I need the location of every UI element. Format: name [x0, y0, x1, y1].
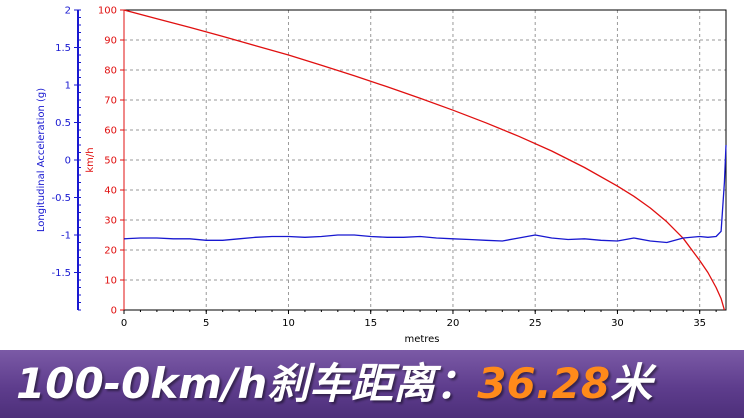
x-axis-label: metres [404, 334, 439, 345]
speed-axis-label: km/h [85, 147, 96, 172]
accel-tick-label: 0.5 [55, 118, 71, 129]
speed-tick-label: 20 [104, 246, 117, 257]
accel-tick-label: -1 [61, 231, 71, 242]
accel-series-line [123, 144, 727, 244]
speed-tick-label: 30 [104, 216, 117, 227]
accel-tick-label: 2 [65, 6, 71, 17]
speed-tick-label: 80 [104, 66, 117, 77]
accel-tick-label: -0.5 [51, 193, 71, 204]
speed-tick-label: 10 [104, 276, 117, 287]
series-group [123, 9, 727, 311]
accel-axis: -1.5 -1 -0.5 0 0.5 1 1.5 2 [51, 6, 81, 311]
x-tick-label: 0 [121, 318, 127, 329]
speed-tick-label: 40 [104, 186, 117, 197]
x-tick-label: 35 [693, 318, 706, 329]
x-tick-label: 20 [447, 318, 460, 329]
banner-unit: 米 [610, 359, 653, 408]
x-tick-label: 25 [529, 318, 542, 329]
accel-tick-label: 0 [65, 156, 71, 167]
x-tick-label: 10 [282, 318, 295, 329]
x-axis: 0 5 10 15 20 25 30 35 [121, 310, 717, 329]
x-tick-label: 15 [364, 318, 377, 329]
speed-tick-label: 70 [104, 96, 117, 107]
banner-value: 36.28 [477, 359, 611, 408]
speed-axis: 0 10 20 30 40 50 60 70 80 90 100 [98, 6, 125, 317]
accel-tick-label: 1.5 [55, 43, 71, 54]
speed-tick-label: 60 [104, 126, 117, 137]
banner-label: 100-0km/h刹车距离： [16, 359, 478, 408]
result-banner: 100-0km/h刹车距离：36.28米 [0, 350, 744, 418]
speed-tick-label: 0 [111, 306, 117, 317]
speed-tick-label: 90 [104, 36, 117, 47]
speed-tick-label: 50 [104, 156, 117, 167]
x-tick-label: 30 [611, 318, 624, 329]
speed-tick-label: 100 [98, 6, 117, 17]
chart: -1.5-1-0.500.511.52 01020304050607080901… [36, 6, 727, 345]
accel-tick-label: -1.5 [51, 268, 71, 279]
accel-axis-label: Longitudinal Acceleration (g) [36, 88, 47, 232]
x-tick-label: 5 [203, 318, 209, 329]
speed-series-line [123, 9, 726, 311]
banner-text: 100-0km/h刹车距离：36.28米 [16, 354, 652, 414]
accel-tick-label: 1 [65, 81, 71, 92]
